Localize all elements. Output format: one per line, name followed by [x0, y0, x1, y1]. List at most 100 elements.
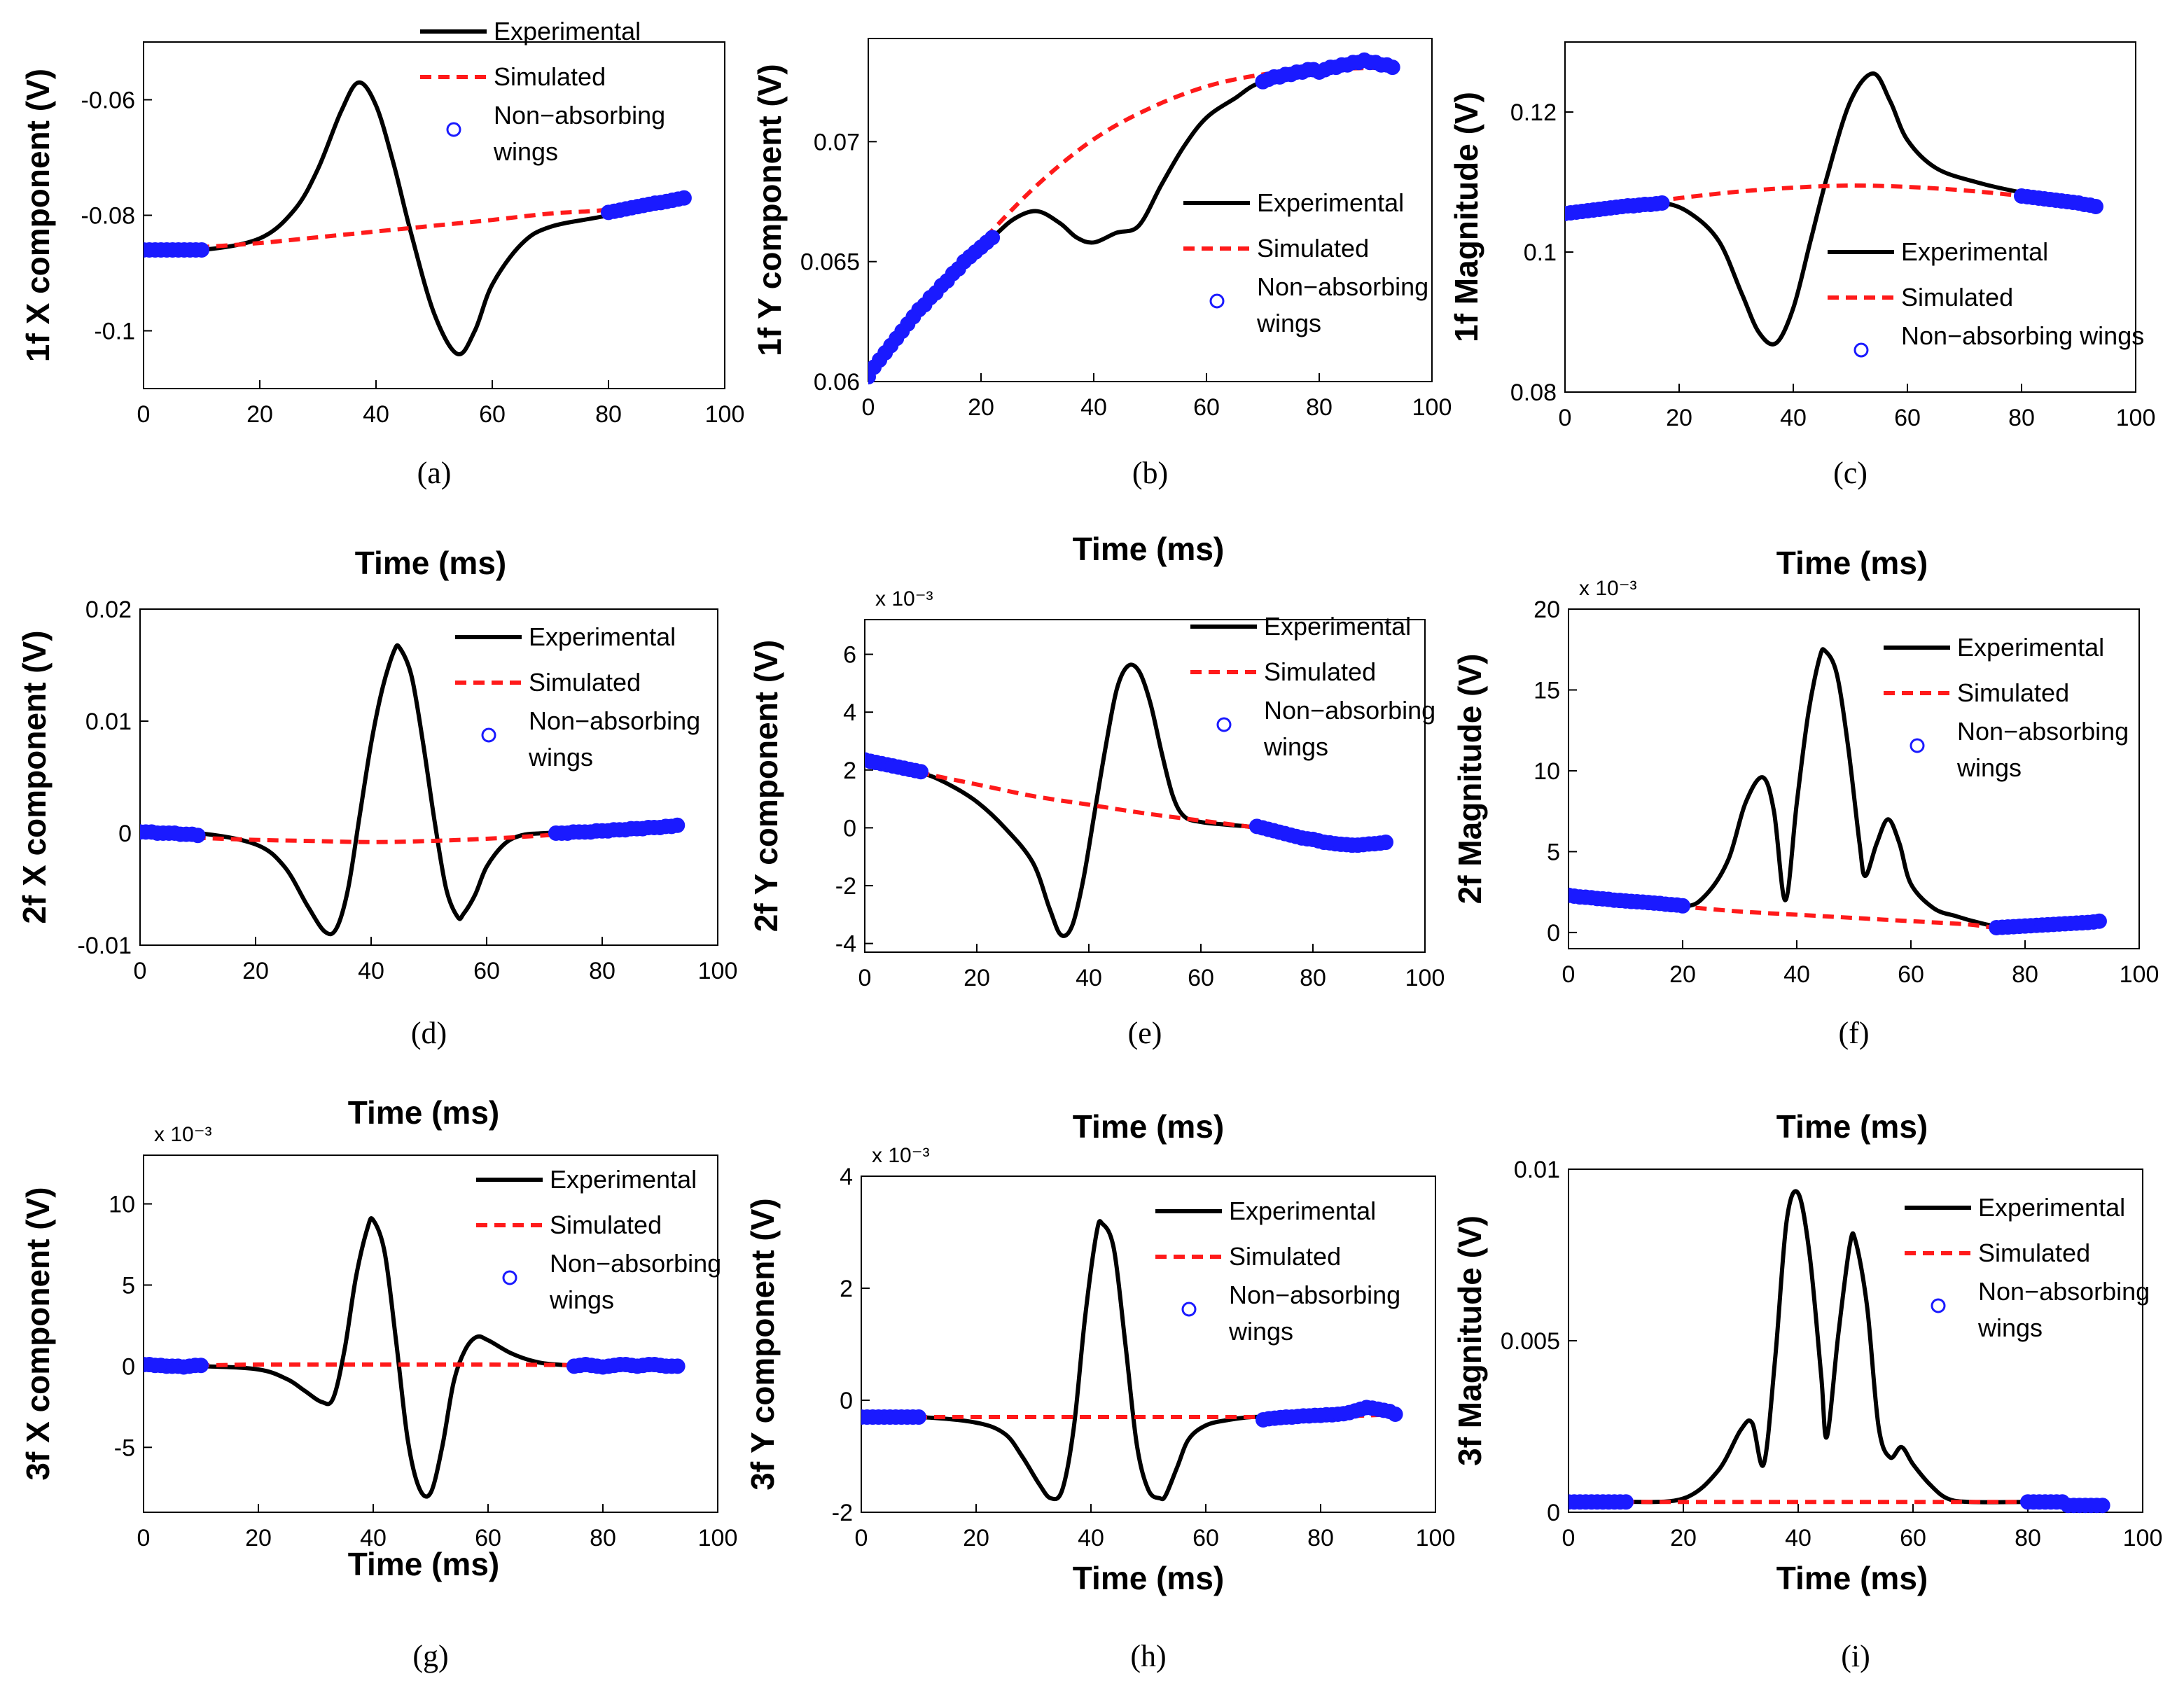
y-tick-label: 10	[109, 1192, 135, 1218]
legend-label-wings: Non−absorbing	[1957, 717, 2129, 746]
y-tick-label: 0.01	[1514, 1157, 1560, 1183]
series-line-simulated	[144, 1362, 678, 1369]
y-tick-label: 4	[843, 699, 856, 726]
y-tick-label: 0	[1547, 1500, 1560, 1526]
legend-label-wings: Non−absorbing	[1978, 1277, 2150, 1306]
y-tick-label: 0.12	[1510, 99, 1557, 126]
x-tick-label: 100	[2116, 405, 2156, 431]
wing-point	[193, 1358, 209, 1374]
legend-label-wings: wings	[549, 1285, 614, 1314]
x-tick-label: 100	[705, 401, 745, 428]
y-tick-label: 4	[840, 1164, 853, 1190]
legend: Experimental Simulated Non−absorbing wings	[1828, 237, 2144, 358]
y-axis-label: 2f Magnitude (V)	[1452, 654, 1488, 905]
y-axis-label: 3f Magnitude (V)	[1452, 1215, 1488, 1466]
x-axis-label-upper: Time (ms)	[1073, 1108, 1224, 1145]
x-tick-label: 40	[358, 958, 384, 984]
y-tick-label: 0.065	[800, 249, 860, 276]
legend-label-wings: wings	[1256, 309, 1321, 337]
legend-swatch-wings	[1910, 738, 1925, 753]
legend-label-wings: wings	[1956, 753, 2022, 782]
legend-label-experimental: Experimental	[1901, 237, 2048, 266]
legend-label-wings: wings	[528, 743, 593, 772]
x-tick-label: 0	[862, 394, 875, 421]
x-axis-label: Time (ms)	[1776, 1560, 1928, 1596]
series-line-experimental	[861, 1219, 1396, 1502]
wing-point	[1618, 1494, 1634, 1510]
plot-area-frame	[868, 38, 1433, 382]
y-axis-label: 1f Magnitude (V)	[1448, 92, 1484, 342]
y-tick-label: 20	[1533, 597, 1560, 623]
x-tick-label: 40	[1783, 961, 1810, 988]
legend-label-simulated: Simulated	[1978, 1239, 2090, 1267]
legend: Experimental Simulated Non−absorbing wings	[455, 622, 700, 772]
x-tick-label: 0	[1559, 405, 1572, 431]
x-tick-label: 40	[1080, 394, 1107, 421]
series-line-experimental	[140, 643, 678, 937]
legend-swatch-wings	[1209, 293, 1225, 309]
plot-area-frame	[143, 41, 725, 389]
x-tick-label: 100	[1412, 394, 1452, 421]
legend-label-simulated: Simulated	[529, 668, 641, 697]
legend-swatch-wings	[1853, 342, 1869, 358]
legend-label-wings: wings	[493, 137, 558, 166]
x-tick-label: 40	[1076, 965, 1102, 991]
x-tick-label: 80	[2008, 405, 2035, 431]
series-line-experimental	[144, 80, 685, 356]
legend-swatch-wings	[446, 122, 461, 137]
wing-point	[190, 828, 206, 844]
wing-point	[1384, 60, 1400, 76]
x-tick-label: 100	[698, 1525, 738, 1551]
series-line-simulated	[861, 1412, 1396, 1420]
chart-panel-b: 0 20 40 60 80 100 0.07 0.065 0.06 1f Y component …	[751, 38, 1452, 567]
x-tick-label: 100	[1405, 965, 1445, 991]
y-tick-label: -2	[832, 1500, 853, 1526]
y-tick-label: 0	[122, 1353, 135, 1380]
x-axis-label: Time (ms)	[1776, 545, 1928, 581]
x-tick-label: 20	[242, 958, 269, 984]
legend-label-wings: Non−absorbing	[550, 1249, 721, 1278]
y-tick-label: -2	[835, 873, 856, 900]
x-tick-label: 0	[1562, 1525, 1576, 1551]
x-tick-label: 0	[855, 1525, 868, 1551]
x-tick-label: 20	[963, 1525, 989, 1551]
y-tick-label: 0	[118, 821, 132, 847]
wing-point	[1387, 1407, 1403, 1422]
x-tick-label: 80	[590, 1525, 616, 1551]
x-tick-label: 80	[595, 401, 622, 428]
x-tick-label: 60	[479, 401, 506, 428]
legend-label-simulated: Simulated	[1264, 657, 1376, 686]
legend-label-simulated: Simulated	[550, 1211, 662, 1239]
y-axis-label: 2f X component (V)	[16, 630, 53, 923]
panel-caption: (d)	[411, 1016, 447, 1050]
wing-point	[911, 1409, 926, 1425]
legend-label-wings: Non−absorbing	[1229, 1281, 1400, 1309]
axis-exponent-label: x 10⁻³	[872, 1144, 930, 1167]
x-tick-label: 100	[2120, 961, 2159, 988]
y-tick-label: 0	[843, 815, 856, 842]
wing-point	[2091, 913, 2107, 929]
legend-label-simulated: Simulated	[1229, 1242, 1341, 1271]
x-tick-label: 0	[134, 958, 147, 984]
legend: Experimental Simulated Non−absorbing wings	[1905, 1193, 2150, 1342]
wing-point	[2094, 1498, 2110, 1514]
legend-label-simulated: Simulated	[1957, 678, 2069, 707]
x-tick-label: 60	[1192, 1525, 1219, 1551]
x-tick-label: 20	[246, 401, 273, 428]
panel-caption: (i)	[1841, 1639, 1870, 1673]
x-tick-label: 0	[137, 1525, 151, 1551]
y-tick-label: -0.08	[81, 203, 136, 230]
axis-exponent-label: x 10⁻³	[1579, 577, 1637, 600]
legend-label-wings: wings	[1263, 732, 1328, 761]
x-tick-label: 20	[1666, 405, 1692, 431]
legend-label-experimental: Experimental	[529, 622, 676, 651]
chart-panel-g: 0 20 40 60 80 100 10 5 0 -5 x 10⁻³ 3f X component (…	[20, 1094, 737, 1673]
x-tick-label: 60	[475, 1525, 501, 1551]
plot-area-frame	[861, 1176, 1436, 1513]
plot-area-frame	[1568, 608, 2140, 949]
legend-label-simulated: Simulated	[494, 62, 606, 91]
x-tick-label: 20	[968, 394, 994, 421]
legend: Experimental Simulated Non−absorbing wings	[1884, 633, 2129, 782]
panel-caption: (b)	[1132, 456, 1168, 490]
